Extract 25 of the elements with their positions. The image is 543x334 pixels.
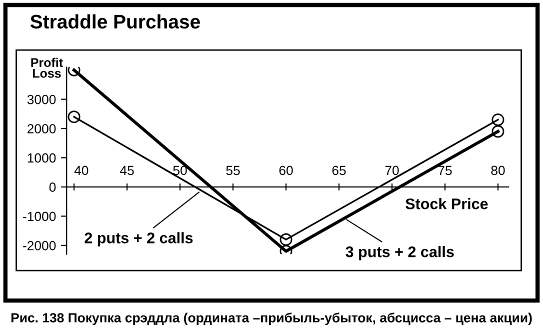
x-tick-label: 70: [385, 166, 399, 176]
x-tick-label: 60: [279, 166, 293, 176]
x-tick-label: 40: [74, 166, 88, 176]
x-tick-label: 80: [491, 166, 505, 176]
point: [492, 113, 504, 126]
point: [492, 125, 504, 138]
x-tick-label: 45: [120, 166, 134, 176]
point: [68, 110, 80, 124]
y-tick-label: 0: [49, 182, 56, 192]
point: [280, 233, 292, 246]
y-axis-title: Profit Loss: [31, 58, 63, 78]
x-tick-label: 50: [173, 166, 187, 176]
annotation: 3 puts + 2 calls: [346, 246, 454, 260]
y-tick-label: -2000: [23, 240, 56, 250]
text: Рис. 138 Покупка срэддла (ордината –прибыль-убыток, абсцисса – цена акции): [11, 312, 532, 326]
y-tick-label: 1000: [28, 153, 56, 163]
x-tick-label: 75: [438, 166, 452, 176]
x-tick-label: 55: [226, 166, 240, 176]
chart-title: Straddle Purchase: [30, 14, 200, 29]
y-tick-label: 2000: [28, 124, 56, 134]
annotation: 2 puts + 2 calls: [84, 232, 193, 246]
x-axis-title: Stock Price: [406, 198, 488, 210]
y-tick-label: 3000: [27, 94, 56, 104]
y-tick-label: -1000: [23, 212, 56, 222]
x-tick-label: 65: [332, 166, 346, 176]
